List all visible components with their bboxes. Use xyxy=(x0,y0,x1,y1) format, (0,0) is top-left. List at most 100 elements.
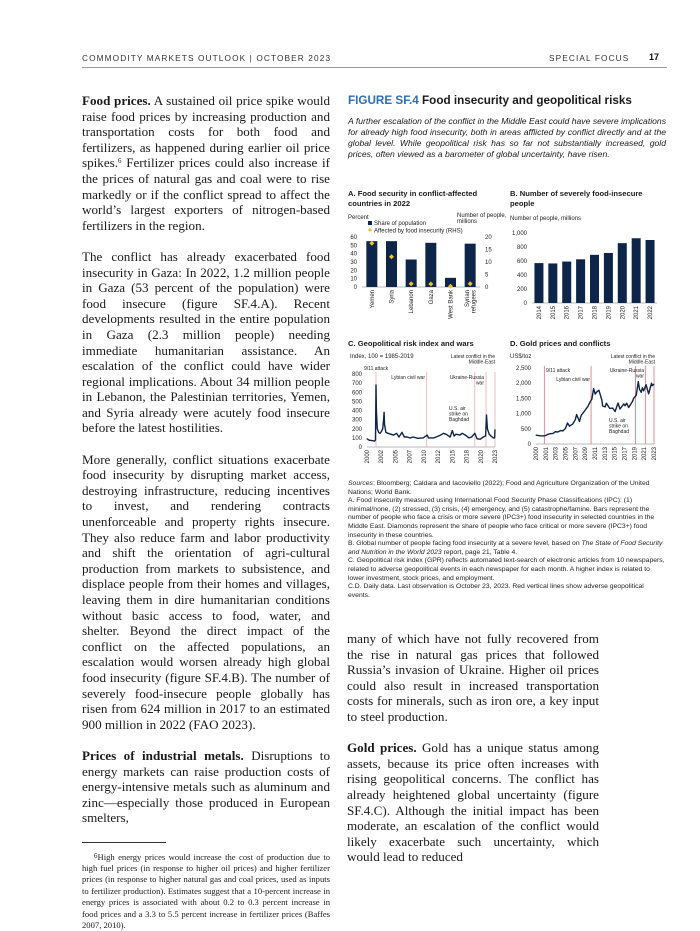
x-tick-label: 2023 xyxy=(652,446,658,460)
data-point xyxy=(605,406,606,407)
data-point xyxy=(638,381,639,382)
footnote-ref[interactable]: 6 xyxy=(118,157,122,165)
data-point xyxy=(423,437,424,438)
data-point xyxy=(581,415,582,416)
event-label: Middle-East xyxy=(629,360,656,366)
data-point xyxy=(459,435,460,436)
data-point xyxy=(552,433,553,434)
x-tick-label: 2013 xyxy=(603,446,609,460)
y-tick-label: 0 xyxy=(524,301,528,307)
data-point xyxy=(639,389,640,390)
x-tick-label: Syria xyxy=(390,289,396,303)
x-tick-label: 2014 xyxy=(537,305,543,319)
x-tick-label: Gaza xyxy=(429,289,435,304)
y-axis-label: Number of people, millions xyxy=(510,216,581,222)
y-tick-label: 300 xyxy=(352,418,363,424)
figure-notes: Sources: Bloomberg; Caldara and Iacoviel… xyxy=(348,480,666,600)
data-point xyxy=(486,415,487,416)
data-point xyxy=(550,433,551,434)
note-text: report, page 21, Table 4. xyxy=(442,549,517,556)
data-point xyxy=(454,436,455,437)
x-tick-label: Yemen xyxy=(370,290,376,308)
event-label: Lybian civil war xyxy=(556,377,590,383)
panel-b-title: B. Number of severely food-insecure peop… xyxy=(510,189,660,208)
paragraph-text: Gold has a unique status among assets, b… xyxy=(347,740,599,864)
data-point xyxy=(446,434,447,435)
data-point xyxy=(590,401,591,402)
y-tick-label: 800 xyxy=(352,372,363,378)
data-point xyxy=(489,434,490,435)
data-point xyxy=(452,430,453,431)
figure-caption: A further escalation of the conflict in … xyxy=(348,116,666,160)
x-tick-label: 2015 xyxy=(450,449,456,463)
data-point xyxy=(642,387,643,388)
data-point xyxy=(402,432,403,433)
data-point xyxy=(569,426,570,427)
y-tick-label: 50 xyxy=(350,243,357,249)
x-tick-label: 2005 xyxy=(564,446,570,460)
bar xyxy=(632,238,641,303)
note-text: B. Global number of people facing food i… xyxy=(348,540,582,547)
chart-geopolitical-risk: Index, 100 = 1985-2019010020030040050060… xyxy=(345,350,505,470)
data-point xyxy=(393,435,394,436)
y2-tick-label: 0 xyxy=(485,285,489,291)
note-c: C. Geopolitical risk index (GPR) reflect… xyxy=(348,557,666,583)
data-point xyxy=(540,435,541,436)
x-tick-label: 2002 xyxy=(379,449,385,463)
event-label: Lybian civil war xyxy=(391,375,425,381)
data-point xyxy=(575,419,576,420)
data-point xyxy=(380,433,381,434)
x-tick-label: 2007 xyxy=(573,446,579,460)
figure-title: FIGURE SF.4 Food insecurity and geopolit… xyxy=(348,94,632,107)
y2-axis-label: millions xyxy=(457,219,477,225)
y-tick-label: 30 xyxy=(350,260,357,266)
footnote: 6High energy prices would increase the c… xyxy=(82,852,330,931)
paragraph-conflict-situations: More generally, conflict situations exac… xyxy=(82,452,330,733)
bar xyxy=(646,240,655,303)
x-tick-label: 2009 xyxy=(583,446,589,460)
x-tick-label: 2011 xyxy=(593,446,599,460)
event-label: Baghdad xyxy=(609,429,629,435)
data-point xyxy=(579,421,580,422)
x-tick-label: 2015 xyxy=(613,446,619,460)
note-sources: Sources: Bloomberg; Caldara and Iacoviel… xyxy=(348,480,666,497)
bar xyxy=(604,253,613,303)
data-point xyxy=(371,440,372,441)
y-tick-label: 0 xyxy=(354,285,358,291)
data-point xyxy=(376,410,377,411)
data-point xyxy=(596,392,597,393)
figure-number: FIGURE SF.4 xyxy=(348,94,419,107)
data-point xyxy=(652,385,653,386)
event-label: 9/11 attack xyxy=(364,366,389,372)
bar-share xyxy=(425,243,436,287)
data-point xyxy=(428,437,429,438)
running-header-section: SPECIAL FOCUS xyxy=(549,53,629,63)
panel-c-title: C. Geopolitical risk index and wars xyxy=(348,339,474,349)
data-point xyxy=(585,409,586,410)
data-point xyxy=(623,403,624,404)
paragraph-gaza: The conflict has already exacerbated foo… xyxy=(82,249,330,436)
x-tick-label: 2007 xyxy=(408,449,414,463)
data-point xyxy=(565,428,566,429)
data-point xyxy=(555,431,556,432)
data-point xyxy=(641,392,642,393)
legend-swatch-share xyxy=(368,221,372,225)
x-tick-label: West Bank xyxy=(449,289,455,319)
y-tick-label: 20 xyxy=(350,268,357,274)
y-tick-label: 200 xyxy=(517,287,528,293)
x-tick-label: 2017 xyxy=(579,305,585,319)
bar xyxy=(618,243,627,303)
y-tick-label: 0 xyxy=(528,442,532,448)
data-point xyxy=(567,423,568,424)
x-tick-label: 2016 xyxy=(565,305,571,319)
x-tick-label: refugees xyxy=(471,290,477,313)
y-tick-label: 10 xyxy=(350,277,357,283)
x-tick-label: 2018 xyxy=(465,449,471,463)
data-point xyxy=(410,437,411,438)
data-point xyxy=(413,436,414,437)
data-point xyxy=(427,435,428,436)
x-tick-label: 2018 xyxy=(593,305,599,319)
y-tick-label: 500 xyxy=(521,427,532,433)
y-tick-label: 2,500 xyxy=(516,366,532,372)
data-point xyxy=(381,431,382,432)
